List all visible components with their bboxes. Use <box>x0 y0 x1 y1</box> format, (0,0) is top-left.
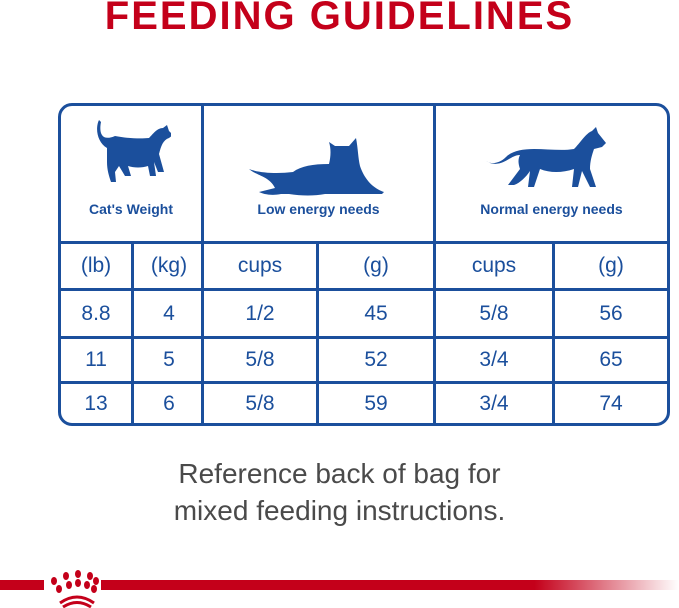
divider <box>201 106 204 423</box>
table-cell: 5/8 <box>245 348 275 371</box>
table-cell: 6 <box>163 391 175 415</box>
walking-cat-icon <box>486 127 606 187</box>
table-cell: 1/2 <box>245 301 275 325</box>
note-line: mixed feeding instructions. <box>173 495 506 526</box>
royal-canin-crown-logo <box>51 570 99 608</box>
red-line <box>101 580 679 590</box>
table-cell: 8.8 <box>81 301 111 325</box>
table-cell: 74 <box>599 391 623 415</box>
red-line <box>0 580 44 590</box>
divider <box>61 241 667 244</box>
table-cell: 5 <box>163 348 175 371</box>
header-low-energy: Low energy needs <box>257 201 380 217</box>
table-cell: 11 <box>85 348 107 371</box>
page-title: FEEDING GUIDELINES <box>104 0 575 38</box>
table-cell: 5/8 <box>245 391 275 415</box>
column-unit-header: cups <box>237 254 283 277</box>
divider <box>433 106 436 423</box>
divider <box>316 241 319 423</box>
table-cell: 3/4 <box>479 391 509 415</box>
column-unit-header: cups <box>471 254 517 277</box>
table-cell: 4 <box>163 301 175 325</box>
header-normal-energy: Normal energy needs <box>480 201 623 217</box>
feeding-table: Cat's Weight Low energy needs Normal ene… <box>58 103 670 426</box>
column-unit-header: (g) <box>598 254 624 277</box>
divider <box>552 241 555 423</box>
table-cell: 65 <box>599 348 623 371</box>
table-cell: 52 <box>364 348 388 371</box>
divider <box>131 241 134 423</box>
table-cell: 56 <box>599 301 623 325</box>
table-cell: 13 <box>84 391 108 415</box>
header-cats-weight: Cat's Weight <box>89 201 173 217</box>
table-cell: 3/4 <box>479 348 509 371</box>
column-unit-header: (lb) <box>80 254 112 277</box>
table-cell: 5/8 <box>479 301 509 325</box>
divider <box>61 288 667 291</box>
note-line: Reference back of bag for <box>178 458 501 489</box>
lying-cat-icon <box>249 138 384 196</box>
table-cell: 59 <box>364 391 388 415</box>
divider <box>61 381 667 384</box>
divider <box>61 336 667 339</box>
table-cell: 45 <box>364 301 388 325</box>
column-unit-header: (kg) <box>150 254 188 277</box>
mixed-feeding-note: Reference back of bag for mixed feeding … <box>0 455 679 529</box>
column-unit-header: (g) <box>363 254 389 277</box>
standing-cat-icon <box>97 120 171 182</box>
